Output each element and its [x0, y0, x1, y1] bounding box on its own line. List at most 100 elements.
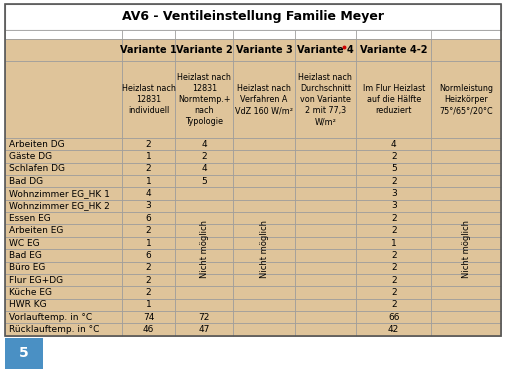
- Text: 5: 5: [201, 177, 207, 186]
- Bar: [5, 311, 122, 323]
- Text: 2: 2: [390, 152, 396, 161]
- Bar: [430, 62, 500, 138]
- Text: Wohnzimmer EG_HK 1: Wohnzimmer EG_HK 1: [9, 189, 109, 198]
- Bar: [356, 200, 430, 212]
- Bar: [233, 224, 294, 237]
- Bar: [5, 138, 122, 150]
- Bar: [356, 30, 430, 39]
- Text: 6: 6: [145, 214, 151, 223]
- Bar: [175, 150, 233, 163]
- Bar: [430, 212, 500, 224]
- Text: Rücklauftemp. in °C: Rücklauftemp. in °C: [9, 325, 98, 334]
- Text: 4: 4: [390, 139, 396, 149]
- Text: 2: 2: [390, 214, 396, 223]
- Bar: [294, 274, 356, 286]
- Bar: [122, 299, 175, 311]
- Bar: [294, 224, 356, 237]
- Bar: [175, 212, 233, 224]
- Text: 74: 74: [142, 313, 154, 322]
- Bar: [175, 175, 233, 187]
- Text: 1: 1: [145, 300, 151, 309]
- Bar: [294, 262, 356, 274]
- Bar: [233, 299, 294, 311]
- Bar: [5, 4, 500, 30]
- Bar: [233, 175, 294, 187]
- Bar: [5, 187, 122, 200]
- Bar: [233, 262, 294, 274]
- Bar: [430, 286, 500, 299]
- Bar: [233, 62, 294, 138]
- Text: 2: 2: [390, 288, 396, 297]
- Bar: [233, 187, 294, 200]
- Text: Nicht möglich: Nicht möglich: [199, 220, 209, 278]
- Bar: [233, 286, 294, 299]
- Bar: [5, 212, 122, 224]
- Bar: [122, 187, 175, 200]
- Text: Wohnzimmer EG_HK 2: Wohnzimmer EG_HK 2: [9, 201, 109, 210]
- Bar: [5, 39, 122, 62]
- Bar: [356, 249, 430, 262]
- Text: Essen EG: Essen EG: [9, 214, 50, 223]
- Bar: [356, 262, 430, 274]
- Bar: [356, 311, 430, 323]
- Text: 2: 2: [145, 139, 151, 149]
- Text: 2: 2: [390, 177, 396, 186]
- Text: Normleistung
Heizkörper
75°/65°/20°C: Normleistung Heizkörper 75°/65°/20°C: [438, 84, 492, 115]
- Text: 2: 2: [145, 263, 151, 272]
- Bar: [175, 299, 233, 311]
- Text: 6: 6: [145, 251, 151, 260]
- Bar: [356, 175, 430, 187]
- Text: 66: 66: [387, 313, 398, 322]
- Text: 4: 4: [201, 164, 207, 173]
- Bar: [122, 30, 175, 39]
- Text: Heizlast nach
12831
Normtemp.+
nach
Typologie: Heizlast nach 12831 Normtemp.+ nach Typo…: [177, 73, 231, 126]
- Text: 1: 1: [145, 238, 151, 248]
- Bar: [122, 274, 175, 286]
- Text: 42: 42: [387, 325, 398, 334]
- Bar: [294, 286, 356, 299]
- Bar: [356, 299, 430, 311]
- Text: Variante 2: Variante 2: [176, 45, 232, 55]
- Bar: [356, 224, 430, 237]
- Bar: [430, 249, 500, 262]
- Bar: [5, 163, 122, 175]
- Bar: [5, 200, 122, 212]
- Bar: [294, 39, 356, 62]
- Bar: [122, 311, 175, 323]
- Bar: [175, 62, 233, 138]
- Bar: [294, 311, 356, 323]
- Bar: [430, 187, 500, 200]
- Bar: [175, 163, 233, 175]
- Bar: [5, 175, 122, 187]
- Bar: [294, 323, 356, 336]
- Bar: [233, 323, 294, 336]
- Bar: [5, 274, 122, 286]
- Bar: [5, 262, 122, 274]
- Bar: [5, 30, 122, 39]
- Text: Gäste DG: Gäste DG: [9, 152, 52, 161]
- Bar: [430, 299, 500, 311]
- Text: Vorlauftemp. in °C: Vorlauftemp. in °C: [9, 313, 91, 322]
- Bar: [122, 237, 175, 249]
- Text: 3: 3: [390, 201, 396, 210]
- Bar: [430, 150, 500, 163]
- Bar: [175, 323, 233, 336]
- Bar: [5, 286, 122, 299]
- Bar: [122, 286, 175, 299]
- Text: Heizlast nach
12831
individuell: Heizlast nach 12831 individuell: [121, 84, 175, 115]
- Text: 2: 2: [145, 276, 151, 284]
- Bar: [175, 187, 233, 200]
- Bar: [175, 237, 233, 249]
- Text: 4: 4: [145, 189, 151, 198]
- Bar: [5, 30, 500, 39]
- Bar: [5, 249, 122, 262]
- Text: 2: 2: [390, 276, 396, 284]
- Bar: [233, 30, 294, 39]
- Bar: [294, 187, 356, 200]
- Bar: [294, 249, 356, 262]
- Bar: [233, 274, 294, 286]
- Bar: [122, 150, 175, 163]
- Bar: [122, 262, 175, 274]
- Bar: [356, 187, 430, 200]
- Bar: [294, 62, 356, 138]
